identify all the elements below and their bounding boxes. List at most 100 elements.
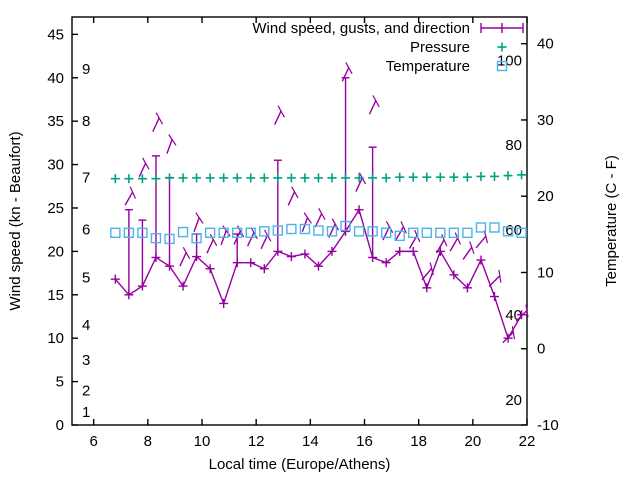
fahrenheit-label: 80 — [505, 137, 522, 154]
temperature-marker — [489, 222, 500, 233]
wind-direction-barb — [314, 207, 326, 228]
temperature-marker — [367, 226, 378, 237]
fahrenheit-label: 60 — [505, 222, 522, 239]
beaufort-label: 6 — [82, 222, 90, 239]
temperature-marker — [502, 226, 514, 237]
temperature-marker — [286, 223, 297, 235]
legend-swatch-temperature — [496, 60, 508, 72]
beaufort-label: 8 — [82, 113, 90, 130]
temperature-marker — [232, 227, 243, 239]
temperature-marker — [137, 227, 148, 239]
temperature-marker — [326, 226, 338, 237]
temperature-marker — [408, 227, 419, 239]
y2-tick-label: 10 — [537, 264, 554, 281]
beaufort-label: 5 — [82, 269, 90, 286]
temperature-marker — [245, 227, 256, 239]
y-tick-label: 40 — [47, 70, 64, 87]
temperature-marker — [353, 226, 365, 237]
temperature-marker — [448, 227, 460, 239]
y-tick-label: 0 — [56, 417, 64, 434]
x-tick-label: 12 — [248, 433, 265, 450]
y2-tick-label: 30 — [537, 112, 554, 129]
wind-direction-barb — [287, 186, 299, 206]
temperature-marker — [110, 227, 121, 239]
wind-direction-barb — [152, 112, 164, 132]
plot-frame — [71, 16, 528, 426]
beaufort-label: 2 — [82, 382, 90, 399]
y-tick-label: 5 — [56, 374, 64, 391]
temperature-marker — [204, 227, 216, 239]
legend-label-1: Pressure — [410, 39, 470, 56]
wind-direction-barb — [515, 304, 529, 322]
temperature-marker — [380, 227, 392, 239]
y2-tick-label: 40 — [537, 36, 554, 53]
wind-direction-barb — [274, 105, 285, 125]
wind-direction-barb — [449, 232, 462, 252]
fahrenheit-label: 100 — [497, 52, 522, 69]
temperature-marker — [475, 222, 487, 233]
temperature-marker — [259, 226, 270, 237]
beaufort-label: 3 — [82, 352, 90, 369]
wind-direction-barb — [138, 157, 150, 178]
temperature-marker — [340, 220, 351, 232]
x-tick-label: 14 — [302, 433, 319, 450]
y-tick-label: 15 — [47, 287, 64, 304]
legend-label-0: Wind speed, gusts, and direction — [252, 20, 470, 37]
temperature-marker — [435, 227, 446, 239]
wind-direction-barb — [179, 247, 191, 267]
wind-direction-barb — [124, 186, 137, 206]
temperature-marker — [150, 232, 162, 244]
y2-tick-label: 20 — [537, 188, 554, 205]
temperature-marker — [313, 225, 324, 236]
wind-direction-barb — [166, 134, 177, 154]
temperature-marker — [462, 227, 473, 239]
y-tick-label: 35 — [47, 113, 64, 130]
temperature-marker — [272, 225, 284, 236]
x-tick-label: 8 — [144, 433, 152, 450]
y-tick-label: 45 — [47, 26, 64, 43]
wind-direction-barb — [421, 262, 434, 281]
x-tick-label: 18 — [410, 433, 427, 450]
fahrenheit-label: 20 — [505, 392, 522, 409]
x-tick-label: 6 — [89, 433, 97, 450]
temperature-marker — [164, 233, 175, 245]
y-tick-label: 20 — [47, 243, 64, 260]
y-tick-label: 30 — [47, 157, 64, 174]
wind-direction-barb — [475, 230, 489, 249]
beaufort-label: 1 — [82, 404, 90, 421]
wind-direction-barb — [341, 62, 353, 82]
legend-label-2: Temperature — [386, 58, 470, 75]
temperature-marker — [394, 230, 405, 242]
x-tick-label: 22 — [519, 433, 536, 450]
y-tick-label: 10 — [47, 330, 64, 347]
x-axis-title: Local time (Europe/Athens) — [209, 456, 391, 473]
beaufort-label: 7 — [82, 170, 90, 187]
wind-direction-barb — [395, 221, 407, 241]
y2-axis-title: Temperature (C - F) — [603, 155, 620, 287]
temperature-marker — [218, 227, 229, 239]
beaufort-label: 4 — [82, 317, 90, 334]
temperature-marker — [299, 223, 311, 235]
y2-tick-label: 0 — [537, 341, 545, 358]
y-axis-title: Wind speed (kn - Beaufort) — [7, 131, 24, 310]
y-tick-label: 25 — [47, 200, 64, 217]
wind-direction-barb — [368, 95, 380, 115]
wind-direction-barb — [502, 326, 516, 344]
temperature-marker — [421, 227, 432, 239]
beaufort-label: 9 — [82, 61, 90, 78]
temperature-marker — [123, 227, 135, 239]
temperature-marker — [516, 227, 527, 239]
temperature-marker — [177, 226, 189, 238]
temperature-marker — [191, 232, 202, 244]
y2-tick-label: -10 — [537, 417, 559, 434]
x-tick-label: 10 — [194, 433, 211, 450]
wind-speed-line — [114, 208, 523, 340]
wind-direction-barb — [462, 241, 475, 260]
fahrenheit-label: 40 — [505, 307, 522, 324]
wind-direction-barb — [488, 269, 502, 287]
x-tick-label: 16 — [356, 433, 373, 450]
wind-direction-barb — [193, 212, 204, 232]
wind-direction-barb — [355, 172, 367, 192]
